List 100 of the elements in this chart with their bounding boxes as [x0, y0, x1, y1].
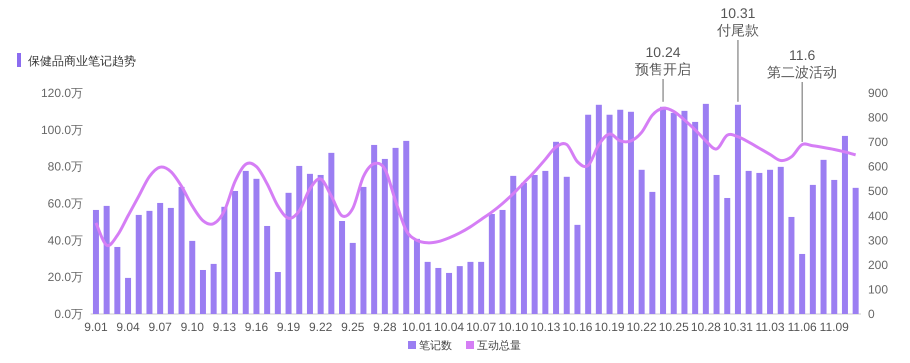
- annotation: 10.31 付尾款: [716, 5, 759, 102]
- y-tick-label: 100.0万: [40, 122, 83, 137]
- bar: [788, 216, 794, 314]
- bar: [414, 238, 420, 314]
- bar: [200, 270, 206, 314]
- bar: [296, 166, 302, 314]
- y2-tick-label: 500: [868, 184, 888, 198]
- bar: [264, 226, 270, 314]
- y2-tick-label: 900: [868, 86, 888, 100]
- x-tick-label: 10.19: [594, 320, 625, 334]
- bar: [104, 206, 110, 314]
- y-tick-label: 80.0万: [48, 160, 83, 174]
- y-tick-label: 0.0万: [54, 307, 83, 321]
- bar: [350, 242, 356, 314]
- bar: [585, 114, 592, 314]
- y-tick-label: 40.0万: [48, 233, 83, 248]
- bar: [842, 136, 848, 314]
- x-tick-label: 9.13: [212, 320, 236, 334]
- y2-tick-label: 200: [868, 258, 888, 272]
- bar: [467, 262, 474, 314]
- annotation: 11.6 第二波活动: [767, 47, 838, 80]
- y2-tick-label: 100: [868, 282, 888, 296]
- x-tick-label: 10.04: [434, 320, 464, 334]
- bar: [232, 190, 238, 314]
- bar: [125, 278, 132, 314]
- x-tick-label: 10.01: [402, 320, 432, 334]
- annotation: 10.31 付尾款: [716, 5, 759, 38]
- bar: [318, 174, 324, 314]
- bar: [403, 140, 410, 314]
- bar: [328, 152, 334, 314]
- annotation: 10.24 预售开启: [635, 44, 692, 77]
- annotation: 11.6 第二波活动: [767, 47, 838, 142]
- bar: [478, 262, 484, 314]
- bar: [210, 264, 217, 314]
- bar: [392, 148, 399, 314]
- annotation: 10.24 预售开启: [635, 44, 692, 102]
- x-tick-label: 10.31: [722, 320, 754, 334]
- x-tick-label: 9.19: [276, 320, 301, 334]
- bar: [168, 208, 174, 314]
- y2-tick-label: 400: [868, 208, 888, 223]
- x-tick-label: 9.01: [84, 320, 108, 334]
- x-tick-label: 9.16: [244, 320, 268, 334]
- bar: [831, 180, 838, 314]
- bar: [692, 122, 698, 314]
- x-tick-label: 9.07: [148, 320, 172, 334]
- bar: [157, 202, 164, 314]
- bar: [702, 104, 709, 314]
- bar: [553, 142, 560, 314]
- bar: [596, 104, 602, 314]
- bar: [456, 266, 463, 314]
- x-tick-label: 11.09: [820, 320, 850, 334]
- bar: [778, 166, 784, 314]
- y-tick-label: 20.0万: [48, 270, 83, 284]
- bar: [746, 170, 752, 314]
- bar: [446, 272, 452, 314]
- bar: [852, 188, 859, 314]
- bar: [306, 174, 313, 314]
- y2-tick-label: 800: [868, 110, 888, 125]
- bar: [360, 186, 366, 314]
- bar: [638, 170, 645, 314]
- bar: [649, 192, 656, 314]
- y2-tick-label: 300: [868, 233, 888, 248]
- x-tick-label: 11.06: [788, 320, 818, 334]
- bar: [628, 112, 634, 314]
- bar: [178, 186, 185, 314]
- y-tick-label: 120.0万: [40, 86, 83, 100]
- bar: [371, 144, 378, 314]
- x-tick-label: 9.22: [308, 320, 333, 334]
- legend-label: 互动总量: [477, 339, 521, 352]
- x-tick-label: 10.25: [658, 320, 690, 334]
- bar: [542, 170, 548, 314]
- x-tick-label: 10.16: [562, 320, 593, 334]
- y2-tick-label: 700: [868, 135, 888, 150]
- bar: [435, 268, 442, 314]
- bar: [617, 110, 624, 314]
- bar: [286, 192, 292, 314]
- x-tick-label: 10.13: [530, 320, 561, 334]
- line-series: [94, 106, 858, 247]
- bar: [564, 176, 570, 314]
- bar: [274, 272, 281, 314]
- bar: [146, 210, 152, 314]
- bar: [532, 174, 538, 314]
- bar: [382, 158, 388, 314]
- y2-tick-label: 600: [868, 160, 888, 174]
- bar: [520, 182, 527, 314]
- bar: [820, 160, 827, 314]
- bar: [500, 210, 506, 314]
- bar: [488, 214, 495, 314]
- y-tick-label: 60.0万: [48, 196, 83, 210]
- bar: [734, 104, 741, 314]
- bar: [714, 174, 720, 314]
- x-tick-label: 9.28: [373, 320, 397, 334]
- bar: [92, 210, 99, 314]
- bar: [574, 224, 580, 314]
- x-tick-label: 11.03: [755, 320, 785, 334]
- bar: [136, 214, 142, 314]
- bar: [660, 106, 666, 314]
- bar: [189, 240, 196, 314]
- x-tick-label: 9.04: [116, 320, 140, 334]
- bar: [339, 220, 346, 314]
